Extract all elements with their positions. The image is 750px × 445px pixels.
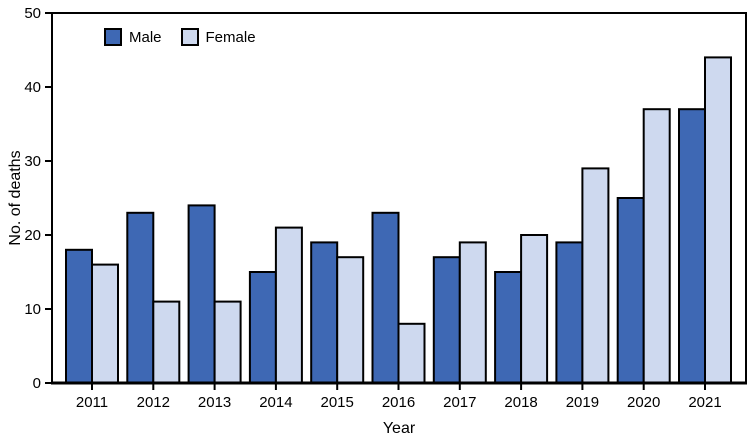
x-tick-label: 2011 [76, 394, 108, 411]
legend-swatch-female [180, 28, 199, 46]
legend-label-female: Female [205, 28, 256, 46]
x-tick-label: 2016 [382, 394, 415, 411]
bar-male-2011 [65, 248, 93, 384]
bar-female-2020 [642, 108, 671, 384]
y-axis-title: No. of deaths [7, 150, 24, 246]
x-tick-label: 2017 [443, 394, 476, 411]
x-tick-label: 2019 [566, 394, 599, 411]
legend: Male Female [104, 27, 256, 47]
y-tick-label: 30 [24, 153, 41, 170]
x-axis-title: Year [382, 420, 416, 437]
y-tick-label: 0 [33, 375, 41, 392]
x-tick-label: 2013 [198, 394, 231, 411]
y-tick-label: 10 [24, 301, 41, 318]
bar-female-2012 [152, 300, 181, 385]
bar-female-2016 [397, 322, 426, 384]
y-tick-label: 40 [24, 79, 41, 96]
bar-male-2021 [678, 108, 706, 384]
bar-male-2020 [616, 197, 645, 384]
x-tick-label: 2021 [688, 394, 721, 411]
x-tick-label: 2020 [627, 394, 660, 411]
y-tick-label: 20 [24, 227, 41, 244]
bar-female-2015 [336, 256, 365, 385]
bar-male-2017 [432, 256, 461, 385]
legend-label-male: Male [129, 28, 162, 46]
x-tick-label: 2015 [321, 394, 354, 411]
bar-female-2011 [91, 263, 119, 385]
bar-female-2018 [520, 234, 549, 384]
bar-male-2012 [126, 211, 155, 384]
bar-female-2021 [704, 56, 732, 385]
bar-male-2013 [187, 204, 216, 384]
bar-male-2015 [310, 241, 339, 384]
bar-female-2017 [458, 241, 487, 384]
bar-male-2018 [494, 271, 523, 384]
x-tick-label: 2018 [504, 394, 537, 411]
bar-male-2014 [248, 271, 277, 384]
bar-female-2013 [213, 300, 242, 385]
bar-female-2019 [581, 167, 610, 384]
y-tick-label: 50 [24, 5, 41, 22]
legend-swatch-male [104, 28, 122, 46]
bar-female-2014 [274, 226, 303, 384]
x-tick-label: 2014 [259, 394, 292, 411]
bar-male-2019 [555, 241, 584, 384]
x-tick-label: 2012 [137, 394, 170, 411]
bar-male-2016 [371, 211, 400, 384]
